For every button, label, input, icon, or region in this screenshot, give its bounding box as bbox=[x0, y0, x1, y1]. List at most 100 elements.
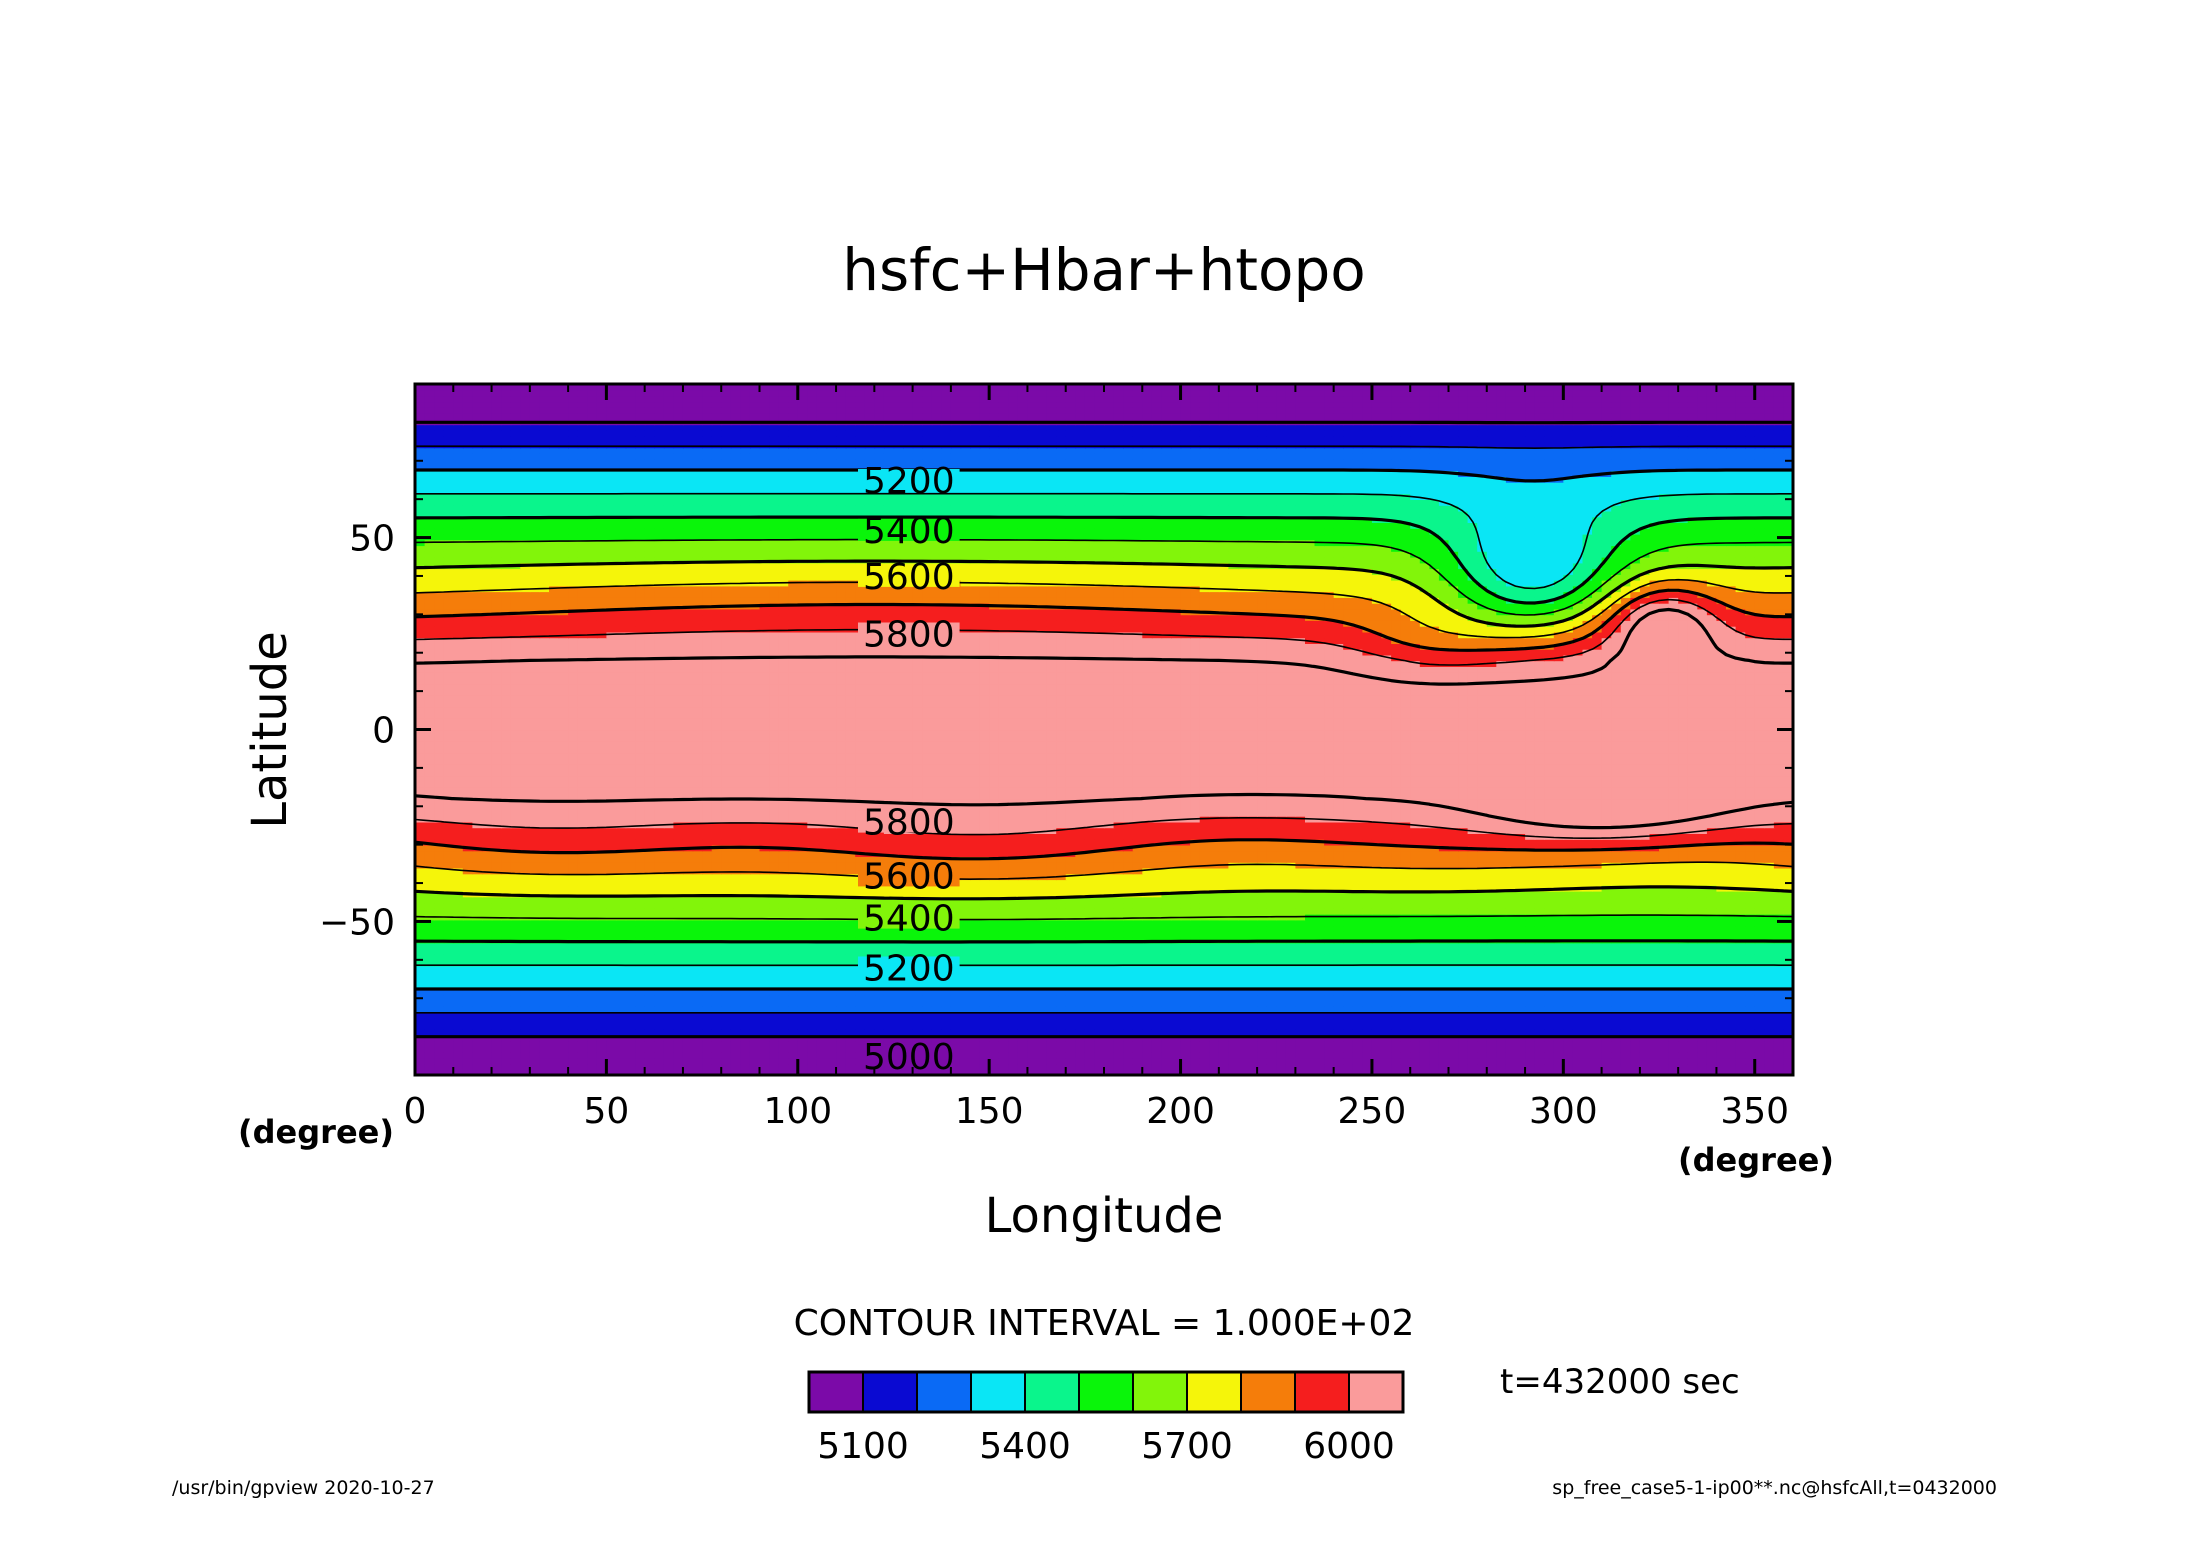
contour-fill-cell bbox=[998, 879, 1010, 886]
contour-fill-cell bbox=[903, 1040, 914, 1047]
contour-fill-cell bbox=[1151, 1017, 1163, 1024]
contour-fill-cell bbox=[501, 1000, 512, 1007]
contour-fill-cell bbox=[1037, 879, 1048, 886]
contour-fill-cell bbox=[845, 1040, 856, 1047]
contour-fill-cell bbox=[1218, 885, 1230, 892]
contour-fill-cell bbox=[1410, 1057, 1421, 1065]
contour-fill-cell bbox=[1065, 925, 1077, 932]
contour-fill-cell bbox=[1046, 977, 1057, 984]
contour-fill-cell bbox=[1649, 1011, 1660, 1019]
contour-fill-cell bbox=[1285, 1069, 1297, 1075]
contour-fill-cell bbox=[673, 1028, 684, 1036]
contour-fill-cell bbox=[1429, 1063, 1440, 1071]
contour-fill-cell bbox=[1161, 919, 1172, 927]
contour-fill-cell bbox=[1515, 1028, 1526, 1036]
contour-fill-cell bbox=[1333, 931, 1345, 938]
contour-fill-cell bbox=[1257, 1000, 1268, 1007]
contour-fill-cell bbox=[1534, 942, 1545, 950]
contour-fill-cell bbox=[788, 873, 799, 881]
contour-fill-cell bbox=[749, 948, 761, 955]
contour-fill-cell bbox=[1190, 965, 1201, 973]
contour-fill-cell bbox=[1113, 942, 1124, 950]
contour-fill-cell bbox=[654, 994, 665, 1001]
contour-fill-cell bbox=[826, 908, 837, 915]
contour-fill-cell bbox=[577, 890, 589, 898]
contour-fill-cell bbox=[769, 1052, 780, 1059]
contour-fill-cell bbox=[1104, 1063, 1115, 1071]
contour-fill-cell bbox=[1486, 931, 1498, 938]
contour-fill-cell bbox=[1410, 971, 1421, 978]
contour-fill-cell bbox=[1630, 1011, 1641, 1019]
contour-fill-cell bbox=[1716, 1069, 1727, 1075]
contour-fill-cell bbox=[501, 919, 512, 927]
contour-fill-cell bbox=[520, 977, 531, 984]
contour-fill-cell bbox=[1075, 1028, 1086, 1036]
contour-fill-cell bbox=[1525, 1023, 1536, 1030]
contour-fill-cell bbox=[874, 890, 885, 898]
contour-fill-cell bbox=[539, 1040, 550, 1047]
contour-fill-cell bbox=[1630, 1052, 1641, 1059]
contour-fill-cell bbox=[788, 1052, 799, 1059]
contour-fill-cell bbox=[778, 896, 789, 904]
contour-fill-cell bbox=[1553, 1069, 1565, 1075]
contour-fill-cell bbox=[826, 988, 837, 996]
contour-fill-cell bbox=[1400, 1000, 1412, 1007]
contour-fill-cell bbox=[845, 1063, 856, 1071]
contour-fill-cell bbox=[1065, 931, 1077, 938]
contour-fill-cell bbox=[1142, 1028, 1153, 1036]
contour-fill-cell bbox=[769, 954, 780, 961]
contour-fill-cell bbox=[539, 1069, 550, 1075]
contour-fill-cell bbox=[568, 977, 579, 984]
contour-fill-cell bbox=[1017, 1040, 1029, 1047]
contour-fill-cell bbox=[1333, 1069, 1345, 1075]
contour-fill-cell bbox=[1075, 954, 1086, 961]
contour-fill-cell bbox=[1773, 1000, 1785, 1007]
contour-fill-cell bbox=[1027, 885, 1038, 892]
contour-fill-cell bbox=[730, 902, 742, 909]
contour-fill-cell bbox=[749, 1063, 761, 1071]
contour-fill-cell bbox=[616, 925, 627, 932]
contour-fill-cell bbox=[587, 1057, 598, 1065]
contour-fill-cell bbox=[1008, 1052, 1019, 1059]
contour-fill-cell bbox=[730, 1052, 742, 1059]
contour-fill-cell bbox=[1094, 948, 1105, 955]
contour-fill-cell bbox=[1362, 1046, 1373, 1053]
contour-fill-cell bbox=[922, 988, 933, 996]
contour-fill-cell bbox=[434, 1069, 445, 1075]
contour-fill-cell bbox=[721, 954, 732, 961]
contour-fill-cell bbox=[1410, 879, 1421, 886]
contour-fill-cell bbox=[1324, 908, 1335, 915]
contour-fill-cell bbox=[1381, 919, 1392, 927]
contour-fill-cell bbox=[462, 1057, 474, 1065]
contour-fill-cell bbox=[1601, 902, 1612, 909]
contour-fill-cell bbox=[1075, 1040, 1086, 1047]
contour-fill-cell bbox=[1180, 994, 1191, 1001]
contour-fill-cell bbox=[1266, 1069, 1278, 1075]
contour-fill-cell bbox=[1410, 919, 1421, 927]
contour-fill-cell bbox=[1056, 1040, 1067, 1047]
contour-fill-cell bbox=[1037, 942, 1048, 950]
contour-fill-cell bbox=[740, 994, 751, 1001]
contour-fill-cell bbox=[1448, 971, 1459, 978]
contour-fill-cell bbox=[855, 896, 866, 904]
contour-fill-cell bbox=[1324, 982, 1335, 990]
contour-fill-cell bbox=[472, 1046, 483, 1053]
contour-fill-cell bbox=[1601, 959, 1612, 967]
contour-fill-cell bbox=[482, 1040, 493, 1047]
contour-fill-cell bbox=[491, 896, 502, 904]
contour-fill-cell bbox=[1209, 1011, 1220, 1019]
contour-fill-cell bbox=[1266, 908, 1278, 915]
contour-fill-cell bbox=[903, 1069, 914, 1075]
contour-fill-cell bbox=[692, 1028, 703, 1036]
contour-fill-cell bbox=[1458, 1040, 1469, 1047]
contour-fill-cell bbox=[692, 988, 703, 996]
contour-fill-cell bbox=[1257, 954, 1268, 961]
contour-fill-cell bbox=[1668, 1028, 1679, 1036]
contour-fill-cell bbox=[1697, 954, 1708, 961]
contour-fill-cell bbox=[970, 1040, 981, 1047]
contour-fill-cell bbox=[1419, 1017, 1431, 1024]
contour-fill-cell bbox=[453, 948, 464, 955]
contour-fill-cell bbox=[1218, 896, 1230, 904]
contour-fill-cell bbox=[1199, 954, 1211, 961]
contour-fill-cell bbox=[1094, 965, 1105, 973]
